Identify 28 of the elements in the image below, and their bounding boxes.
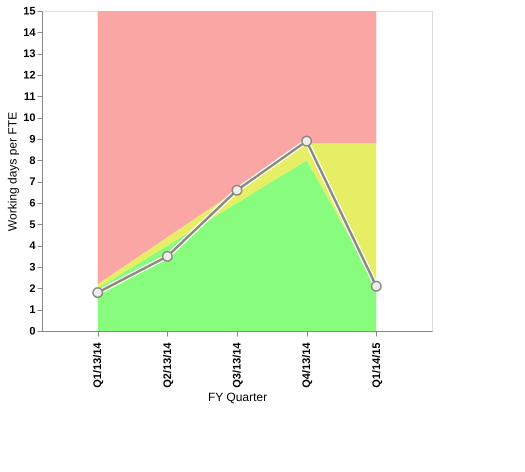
- y-tick-label: 13: [23, 48, 36, 60]
- point: [370, 280, 382, 292]
- y-tick-label: 0: [29, 326, 36, 338]
- y-axis-title: Working days per FTE: [5, 112, 20, 232]
- y-tick-label: 11: [24, 90, 36, 103]
- x-axis-title: FY Quarter: [208, 390, 268, 404]
- y-tick-label: 14: [23, 26, 36, 39]
- y-tick-label: 4: [29, 240, 36, 252]
- y-tick-label: 9: [29, 134, 36, 146]
- y-tick-label: 5: [29, 218, 36, 231]
- point: [92, 287, 104, 298]
- x-tick-label: Q4/13/14: [301, 342, 314, 388]
- x-tick-label: Q1/13/14: [92, 342, 104, 388]
- point: [301, 136, 312, 147]
- y-tick-label: 12: [23, 70, 36, 82]
- y-tick-label: 6: [29, 198, 36, 210]
- point: [232, 184, 242, 196]
- y-tick-label: 1: [29, 304, 36, 316]
- x-tick-label: Q3/13/14: [232, 342, 244, 388]
- y-tick-label: 2: [29, 282, 36, 295]
- x-tick-label: Q2/13/14: [162, 342, 174, 388]
- y-tick-label: 10: [23, 112, 36, 124]
- y-tick-label: 3: [29, 262, 36, 274]
- x-tick-label: Q1/14/15: [370, 342, 383, 388]
- y-tick-label: 15: [23, 6, 36, 18]
- point: [162, 250, 173, 262]
- y-tick-label: 8: [29, 154, 36, 167]
- y-tick-label: 7: [29, 176, 36, 188]
